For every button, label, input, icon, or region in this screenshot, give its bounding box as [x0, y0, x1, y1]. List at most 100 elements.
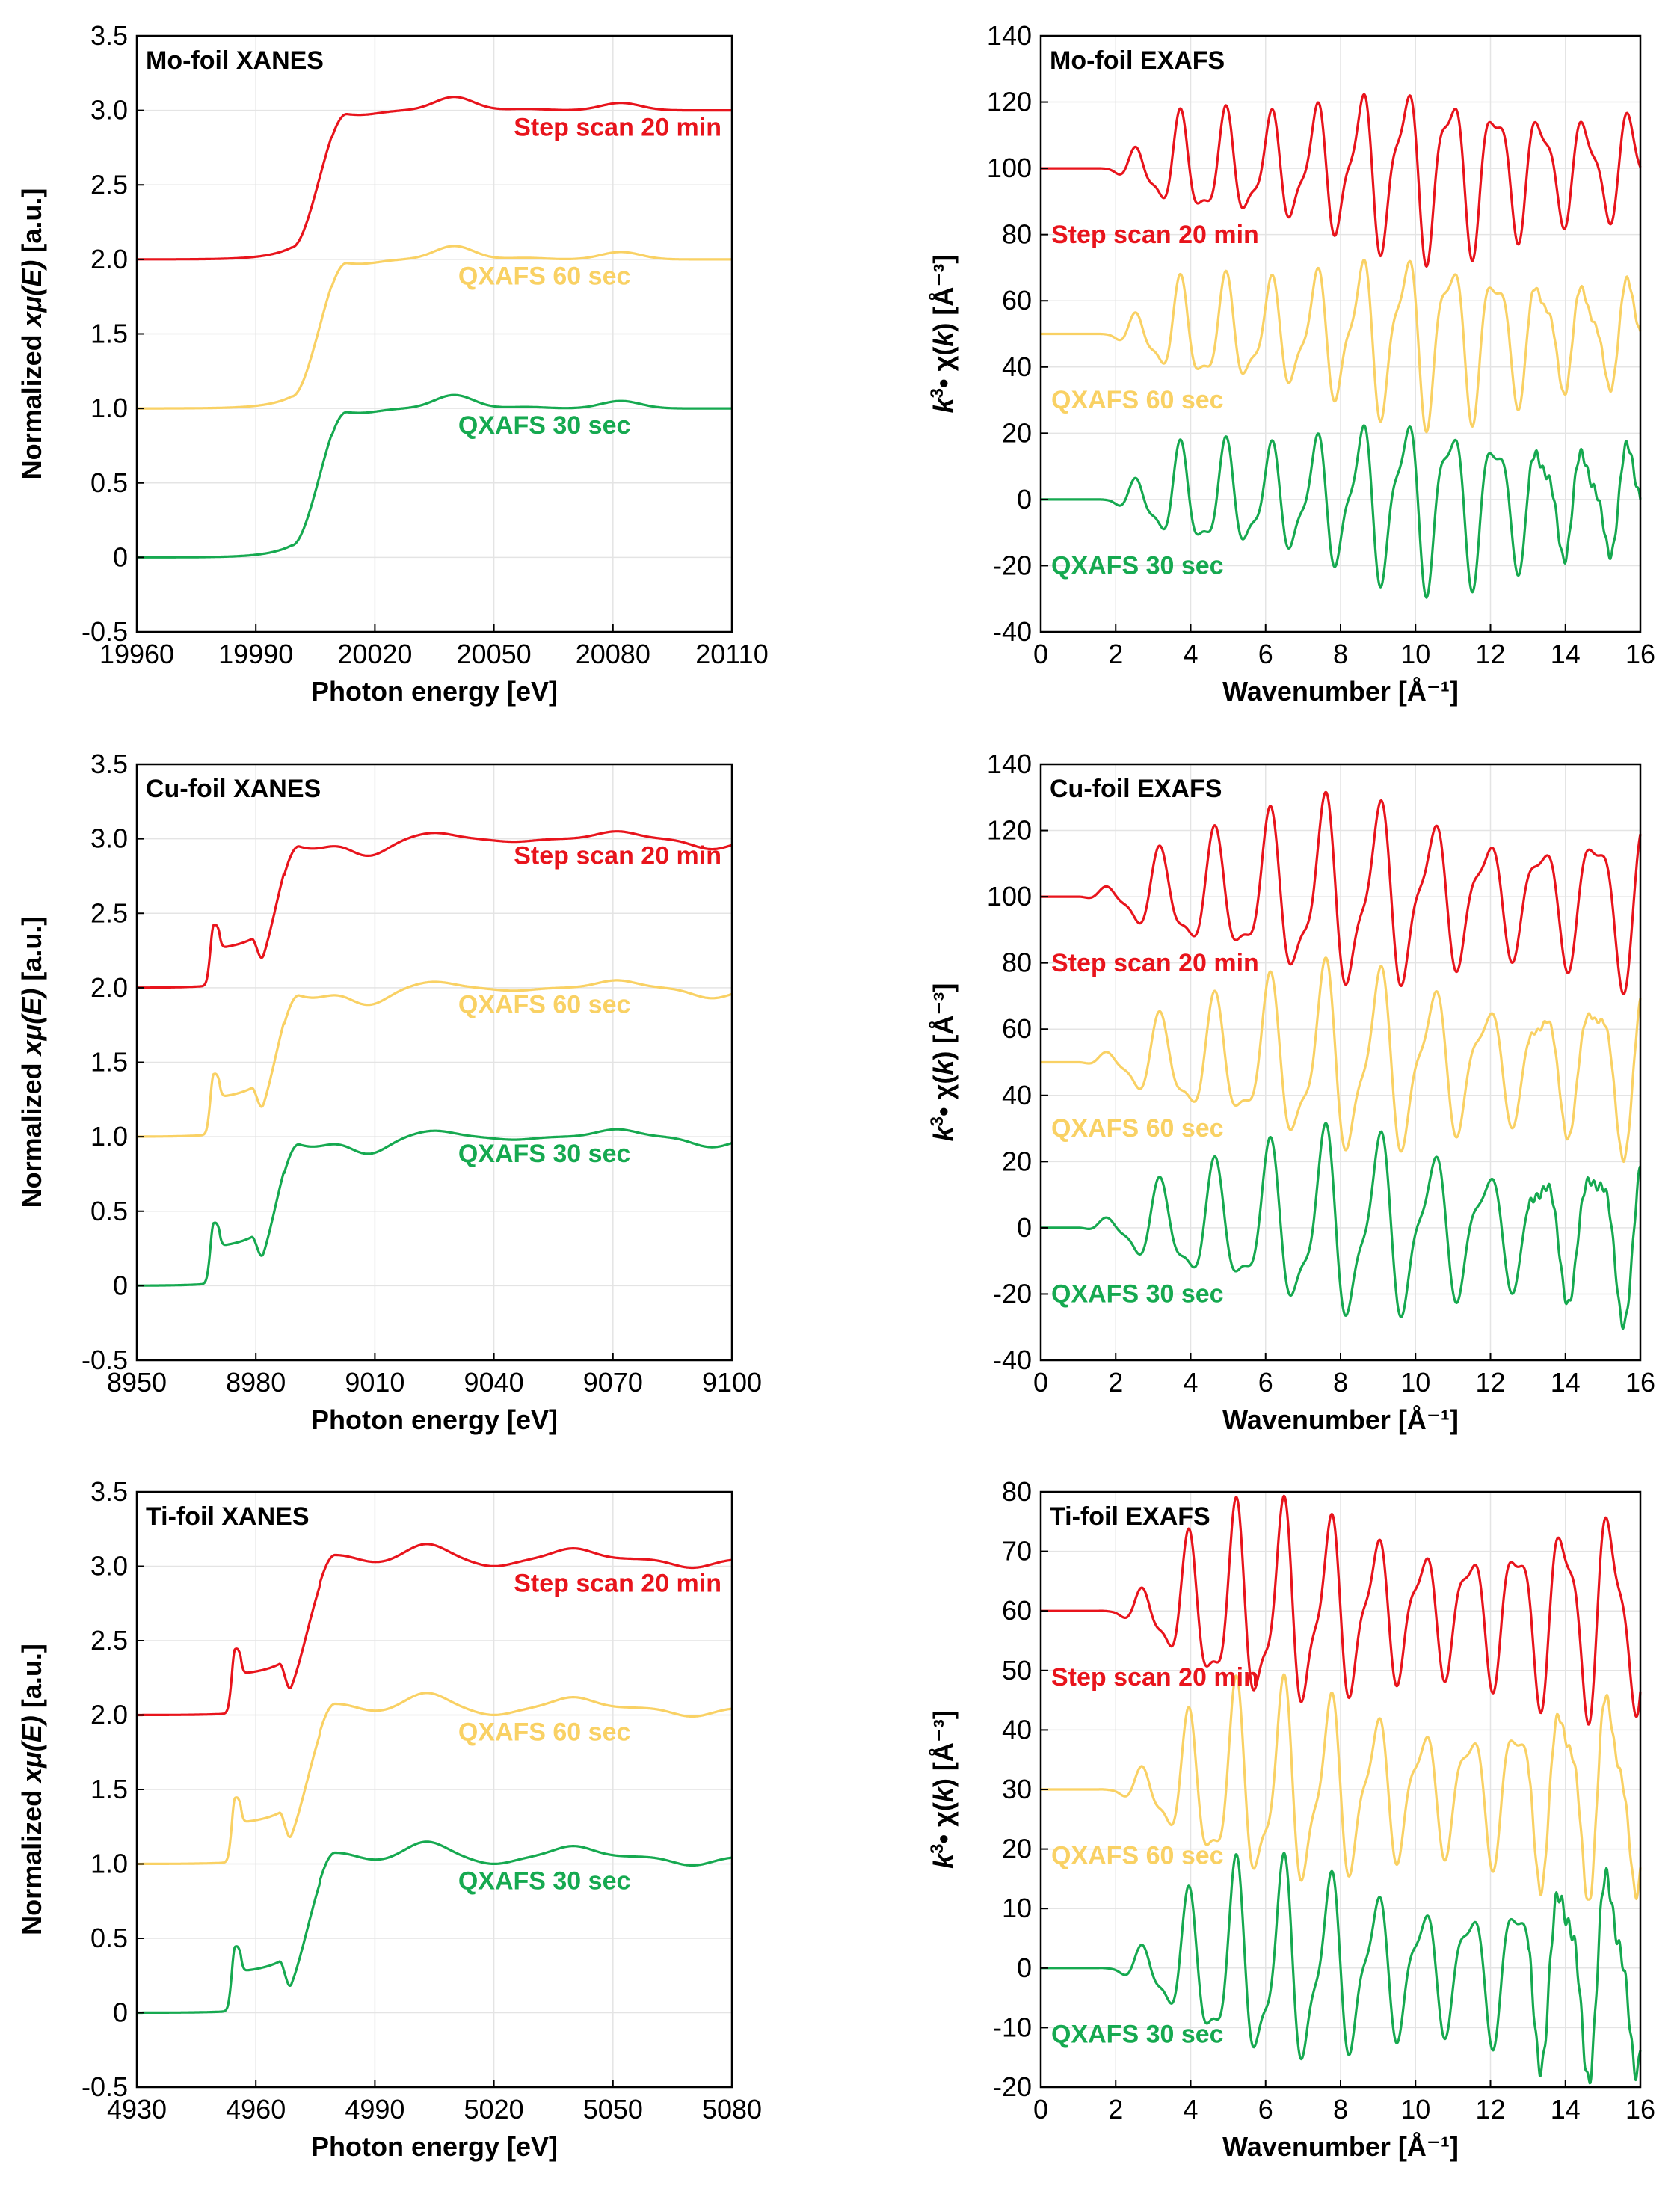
x-tick-label: 9040	[464, 1367, 524, 1398]
y-tick-label: 0	[1017, 484, 1032, 514]
series-label-step: Step scan 20 min	[1051, 221, 1259, 249]
x-tick-label: 10	[1400, 1367, 1430, 1398]
x-tick-label: 8950	[107, 1367, 167, 1398]
x-axis-title: Wavenumber [Å⁻¹]	[1222, 676, 1459, 707]
x-tick-label: 12	[1475, 639, 1505, 669]
y-tick-label: -20	[993, 550, 1032, 580]
series-line-step	[1040, 1494, 1642, 1726]
y-axis-title-part: • χ(	[928, 1075, 959, 1116]
y-tick-label: 1.0	[90, 1121, 128, 1152]
x-tick-label: 16	[1625, 2094, 1655, 2124]
x-tick-label: 16	[1625, 1367, 1655, 1398]
y-axis-title-part: • χ(	[928, 1802, 959, 1843]
y-axis-title-part: k	[928, 1852, 959, 1869]
series-label-q30: QXAFS 30 sec	[458, 411, 631, 440]
series-label-step: Step scan 20 min	[514, 113, 721, 141]
x-tick-label: 20080	[576, 639, 650, 669]
y-axis-title: Normalized xμ(E) [a.u.]	[16, 917, 47, 1208]
x-tick-label: 8	[1333, 2094, 1348, 2124]
panel-ti-exafs: 0 2 4 6 8 10 12 14 16 -20 -10 0 10 20 30 40 50 60 70 80 Wave…	[927, 1476, 1656, 2162]
y-tick-label: 100	[987, 881, 1032, 912]
panel-mo-exafs: 0 2 4 6 8 10 12 14 16 -40 -20 0 20 40 60 80 100 120 140 Wav…	[927, 20, 1656, 707]
y-tick-label: 0	[1017, 1212, 1032, 1243]
y-tick-label: 80	[1002, 219, 1032, 250]
x-tick-label: 5020	[464, 2094, 524, 2124]
y-axis-title-part: xμ(E)	[16, 989, 47, 1057]
x-tick-label: 20020	[337, 639, 412, 669]
y-tick-label: -10	[993, 2012, 1032, 2042]
y-axis-title-part: 3	[927, 1843, 947, 1853]
y-tick-label: 0	[1017, 1952, 1032, 1983]
y-tick-label: -0.5	[81, 2071, 128, 2102]
y-tick-label: -0.5	[81, 1345, 128, 1375]
x-tick-label: 14	[1551, 2094, 1581, 2124]
series-label-q60: QXAFS 60 sec	[1051, 1842, 1224, 1870]
y-tick-label: 1.5	[90, 319, 128, 349]
panel-ti-xanes: 4930 4960 4990 5020 5050 5080 -0.5 0 0.5 1.0 1.5 2.…	[16, 1476, 762, 2162]
y-axis-title-part: ) [Å⁻³]	[928, 1710, 959, 1787]
x-tick-label: 8	[1333, 1367, 1348, 1398]
y-axis-title-part: k	[928, 1786, 959, 1802]
x-tick-label: 9010	[345, 1367, 404, 1398]
y-tick-label: 100	[987, 153, 1032, 183]
panel-cu-exafs: 0 2 4 6 8 10 12 14 16 -40 -20 0 20 40 60 80 100 120 140 Wav…	[927, 749, 1656, 1435]
series-line-q60	[1040, 956, 1642, 1164]
series-line-q60	[136, 1692, 733, 1866]
y-tick-label: 120	[987, 87, 1032, 117]
x-tick-label: 4	[1183, 2094, 1198, 2124]
y-tick-label: 80	[1002, 947, 1032, 978]
y-axis-title-part: • χ(	[928, 347, 959, 388]
x-axis-title: Photon energy [eV]	[311, 1404, 558, 1435]
y-tick-label: 70	[1002, 1536, 1032, 1567]
x-axis-title: Photon energy [eV]	[311, 2131, 558, 2162]
x-tick-label: 4990	[345, 2094, 404, 2124]
panel-cu-xanes: 8950 8980 9010 9040 9070 9100 -0.5 0 0.5 1.0 1.5 2.…	[16, 749, 762, 1435]
y-tick-label: 120	[987, 815, 1032, 846]
series-line-q30	[136, 1840, 733, 2015]
y-tick-label: 2.5	[90, 169, 128, 200]
y-tick-label: 20	[1002, 417, 1032, 448]
series-label-q30: QXAFS 30 sec	[1051, 2020, 1224, 2048]
y-tick-label: 2.0	[90, 972, 128, 1003]
y-tick-label: 0	[113, 541, 128, 572]
x-tick-label: 4930	[107, 2094, 167, 2124]
y-tick-label: 0.5	[90, 1923, 128, 1953]
y-tick-label: 3.0	[90, 95, 128, 126]
series-label-step: Step scan 20 min	[514, 841, 721, 870]
x-tick-label: 2	[1108, 1367, 1123, 1398]
x-tick-label: 6	[1258, 639, 1273, 669]
x-tick-label: 2	[1108, 639, 1123, 669]
y-tick-label: 30	[1002, 1774, 1032, 1804]
y-tick-label: 20	[1002, 1834, 1032, 1864]
x-tick-label: 0	[1033, 1367, 1048, 1398]
series-line-step	[136, 96, 733, 261]
y-tick-label: -20	[993, 2071, 1032, 2102]
y-axis-title-part: Normalized	[16, 1055, 47, 1208]
y-tick-label: 20	[1002, 1146, 1032, 1176]
y-tick-label: 2.0	[90, 244, 128, 274]
y-tick-label: 0.5	[90, 467, 128, 498]
y-tick-label: 60	[1002, 1595, 1032, 1626]
y-tick-label: 80	[1002, 1476, 1032, 1507]
y-axis-title-part: Normalized	[16, 1783, 47, 1935]
panel-title: Ti-foil EXAFS	[1050, 1502, 1210, 1531]
y-tick-label: 2.5	[90, 1625, 128, 1656]
series-line-q60	[1040, 259, 1642, 434]
panel-title: Cu-foil XANES	[146, 775, 321, 803]
series-label-q30: QXAFS 30 sec	[458, 1867, 631, 1895]
x-tick-label: 9070	[583, 1367, 643, 1398]
y-tick-label: 60	[1002, 285, 1032, 316]
panel-title: Mo-foil EXAFS	[1050, 46, 1225, 75]
y-axis-title: k3• χ(k) [Å⁻³]	[927, 1710, 959, 1869]
series-label-step: Step scan 20 min	[1051, 1663, 1259, 1692]
x-tick-label: 14	[1551, 639, 1581, 669]
y-tick-label: -0.5	[81, 616, 128, 647]
panel-title: Ti-foil XANES	[146, 1502, 310, 1531]
y-axis-title: k3• χ(k) [Å⁻³]	[927, 983, 959, 1142]
y-tick-label: 3.5	[90, 1476, 128, 1507]
y-tick-label: 1.0	[90, 1849, 128, 1879]
x-axis-title: Wavenumber [Å⁻¹]	[1222, 1404, 1459, 1435]
y-axis-title-part: [a.u.]	[16, 1644, 47, 1715]
x-tick-label: 8	[1333, 639, 1348, 669]
x-tick-label: 20110	[695, 639, 768, 669]
